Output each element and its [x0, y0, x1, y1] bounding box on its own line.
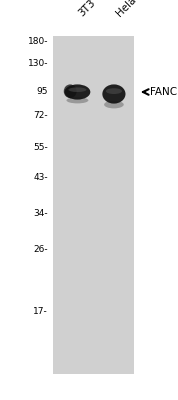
Bar	[53, 36, 134, 374]
Ellipse shape	[64, 84, 90, 100]
Text: 3T3: 3T3	[77, 0, 97, 18]
Ellipse shape	[106, 88, 122, 94]
Ellipse shape	[102, 84, 125, 104]
Text: 34-: 34-	[33, 210, 48, 218]
Ellipse shape	[104, 101, 124, 108]
Ellipse shape	[64, 84, 77, 98]
Text: 95: 95	[36, 88, 48, 96]
Text: 43-: 43-	[33, 174, 48, 182]
Ellipse shape	[66, 97, 88, 104]
Text: 72-: 72-	[33, 112, 48, 120]
Text: 17-: 17-	[33, 308, 48, 316]
Text: 55-: 55-	[33, 144, 48, 152]
Text: FANCB: FANCB	[150, 87, 178, 97]
Ellipse shape	[68, 88, 87, 92]
Text: 180-: 180-	[28, 38, 48, 46]
Text: 130-: 130-	[28, 60, 48, 68]
Text: Hela: Hela	[114, 0, 138, 18]
Text: 26-: 26-	[33, 246, 48, 254]
